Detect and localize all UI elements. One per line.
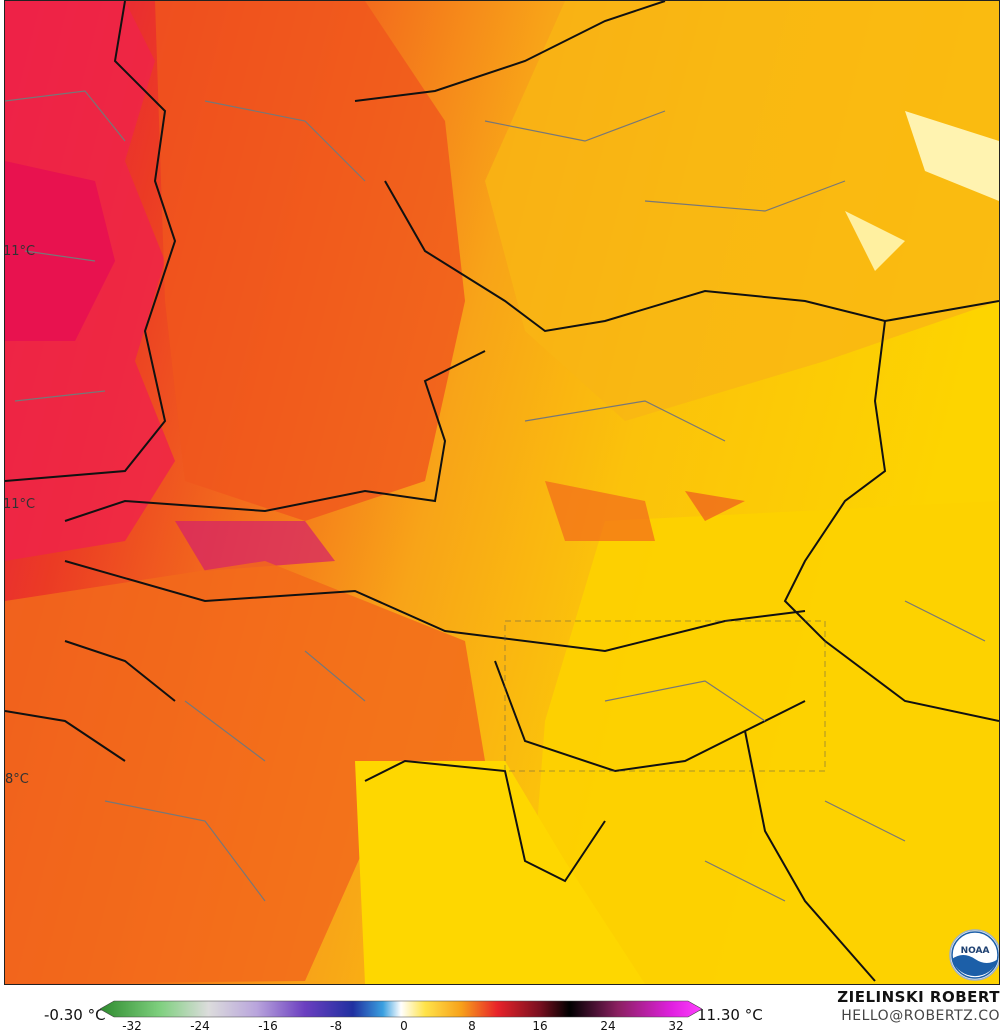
hot-streak-alps — [175, 521, 335, 571]
noaa-logo-icon: NOAA — [949, 929, 999, 981]
legend-tick-label: 32 — [668, 1019, 684, 1033]
pale-patch-ne — [905, 111, 999, 201]
country-borders — [5, 1, 999, 982]
mild-zone-east — [485, 1, 999, 421]
legend-min-label: -0.30 °C — [44, 1006, 106, 1024]
contour-label: 8°C — [5, 772, 29, 787]
legend-tick-label: -24 — [190, 1019, 210, 1033]
temperature-field — [5, 1, 999, 984]
contour-label: 11°C — [4, 244, 36, 259]
warm-patch-center-2 — [685, 491, 745, 521]
svg-text:NOAA: NOAA — [961, 946, 990, 956]
author-name: ZIELINSKI ROBERT — [837, 988, 1000, 1006]
legend-color-bar — [100, 1000, 702, 1018]
contour-label: 11°C — [4, 497, 36, 512]
legend-tick-label: 16 — [532, 1019, 548, 1033]
municipal-grid — [504, 620, 826, 772]
legend-tick-label: 0 — [400, 1019, 408, 1033]
cool-zone-southeast — [525, 501, 999, 984]
legend-max-label: 11.30 °C — [697, 1006, 763, 1024]
region-borders — [5, 90, 986, 902]
hot-zone-northwest — [5, 161, 115, 341]
legend-tick-label: -16 — [258, 1019, 278, 1033]
warm-zone-central — [155, 1, 465, 521]
author-email: HELLO@ROBERTZ.CO — [841, 1008, 1000, 1024]
temperature-map: 11°C 11°C 8°C NOAA — [4, 0, 1000, 985]
legend-tick-label: -32 — [122, 1019, 142, 1033]
legend-tick-label: -8 — [330, 1019, 342, 1033]
cool-zone-adriatic — [355, 761, 645, 984]
legend-tick-label: 24 — [600, 1019, 616, 1033]
legend-tick-label: 8 — [468, 1019, 476, 1033]
warm-zone-south — [5, 561, 485, 984]
warm-patch-center — [545, 481, 655, 541]
pale-patch-e — [845, 211, 905, 271]
